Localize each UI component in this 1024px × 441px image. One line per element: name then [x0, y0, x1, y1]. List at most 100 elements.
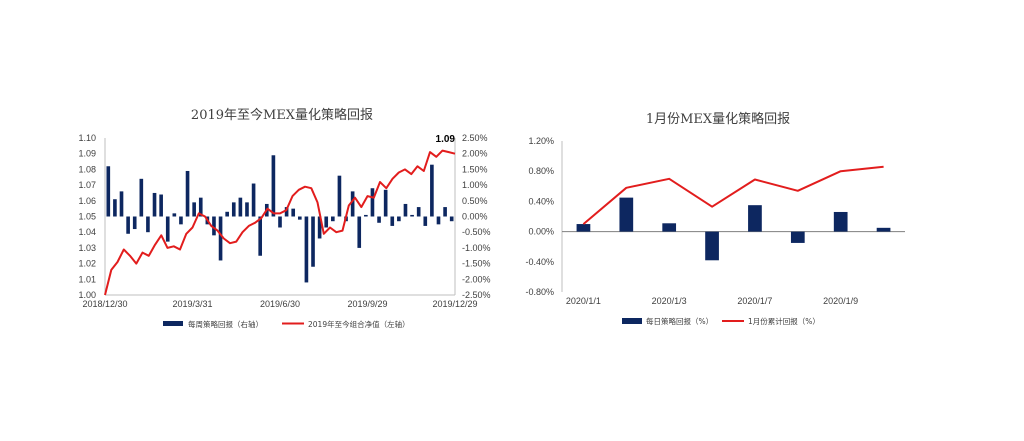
chart1-bar: [383, 189, 388, 217]
chart2-legend: 每日策略回报（%） 1月份累计回报（%）: [622, 316, 820, 326]
chart1-bar: [443, 207, 447, 217]
chart1-bar: [370, 188, 375, 217]
chart1-bar: [317, 216, 322, 239]
chart1-bar: [212, 216, 216, 236]
chart1-bar: [192, 202, 196, 217]
chart1-nav-line: [104, 149, 456, 296]
chart1-bar: [106, 166, 111, 217]
chart1-bar: [119, 191, 124, 217]
chart1-bar: [284, 207, 289, 217]
chart1-right-tick-label: -2.50%: [462, 290, 491, 300]
chart1-bar: [245, 202, 249, 217]
chart1-bar: [146, 216, 150, 233]
chart2-x-tick-label: 2020/1/3: [652, 296, 687, 306]
chart2-bar: [790, 231, 805, 243]
chart1-bar: [179, 216, 183, 225]
chart1-bar: [397, 216, 401, 222]
chart1-left-tick-label: 1.10: [78, 133, 96, 143]
chart2-title: 1月份MEX量化策略回报: [646, 111, 790, 127]
chart1-annotation: 1.09: [436, 134, 456, 145]
chart1-bar: [198, 197, 203, 217]
chart1-right-tick-label: 2.00%: [462, 149, 488, 159]
chart1-bar: [251, 183, 256, 217]
chart1-bar: [139, 178, 144, 217]
chart2-x-tick-label: 2020/1/7: [737, 296, 772, 306]
chart2-y-tick-label: 0.80%: [528, 166, 554, 176]
chart1-right-tick-label: 0.50%: [462, 196, 488, 206]
chart1-bar: [337, 175, 342, 217]
chart1-bar: [430, 164, 434, 217]
chart1-left-tick-label: 1.09: [78, 149, 96, 159]
chart1-bar: [152, 192, 157, 217]
chart1-x-tick-label: 2019/9/29: [347, 299, 387, 309]
chart1-left-tick-label: 1.00: [78, 290, 96, 300]
chart1-bar: [159, 194, 163, 217]
chart2-bar: [705, 231, 719, 261]
legend-label-nav: 2019年至今组合净值（左轴）: [308, 319, 410, 329]
chart1-bar: [278, 216, 282, 228]
legend-swatch-daily-return: [622, 318, 642, 324]
chart1-bar: [238, 197, 243, 217]
chart1-left-tick-label: 1.04: [78, 227, 96, 237]
chart1-bar: [449, 216, 454, 222]
chart1-bar: [297, 216, 302, 220]
chart2-cumulative-line: [582, 165, 884, 225]
chart1-bar: [258, 216, 263, 256]
chart1-bar: [126, 216, 130, 234]
chart2-bar: [662, 223, 677, 232]
chart2-y-tick-label: 0.00%: [528, 227, 554, 237]
chart1-bar: [218, 216, 223, 261]
chart1-left-tick-label: 1.05: [78, 212, 96, 222]
chart1-x-tick-label: 2018/12/30: [82, 299, 127, 309]
chart1-right-tick-label: -2.00%: [462, 274, 491, 284]
chart1-bar: [403, 203, 408, 217]
chart2-y-tick-label: -0.40%: [525, 257, 554, 267]
chart2-bar: [576, 224, 591, 232]
chart1-right-tick-label: 1.00%: [462, 180, 488, 190]
chart1-bar: [291, 208, 296, 217]
legend-label-weekly-return: 每周策略回报（右轴）: [188, 319, 263, 329]
legend-swatch-weekly-return: [163, 321, 183, 326]
chart1-x-tick-label: 2019/12/29: [432, 299, 477, 309]
chart1-bar: [311, 216, 315, 267]
legend-label-daily-return: 每日策略回报（%）: [646, 316, 713, 326]
chart1-right-tick-label: 1.50%: [462, 164, 488, 174]
chart1-bar: [185, 170, 190, 217]
chart1-bar: [436, 216, 441, 225]
chart1-right-tick-label: -1.00%: [462, 243, 491, 253]
chart1-bar: [416, 207, 421, 217]
chart2-x-tick-label: 2020/1/1: [566, 296, 601, 306]
chart1-bar: [172, 213, 177, 217]
chart1-right-tick-label: -0.50%: [462, 227, 491, 237]
chart1-legend: 每周策略回报（右轴） 2019年至今组合净值（左轴）: [163, 319, 410, 329]
chart1-right-tick-label: 2.50%: [462, 133, 488, 143]
chart2-x-tick-label: 2020/1/9: [823, 296, 858, 306]
chart1-bar: [423, 216, 428, 226]
chart1-plot: 1.00 1.01 1.02 1.03 1.04 1.05 1.06 1.07 1.08 1.09…: [78, 133, 490, 309]
chart2-bar: [619, 197, 634, 232]
chart1-bar: [304, 216, 309, 283]
chart1-left-tick-label: 1.07: [78, 180, 96, 190]
chart1-bar: [357, 216, 362, 248]
chart1-bar: [165, 216, 170, 242]
chart1-bar: [324, 216, 329, 228]
chart1-left-tick-label: 1.03: [78, 243, 96, 253]
chart1-bar: [132, 216, 137, 230]
chart1-bar: [225, 211, 229, 217]
chart1-left-tick-label: 1.06: [78, 196, 96, 206]
chart1-right-tick-label: 0.00%: [462, 212, 488, 222]
chart1-bar: [364, 214, 368, 217]
chart1-bar: [113, 199, 117, 217]
chart1-left-tick-label: 1.02: [78, 259, 96, 269]
chart1-bar: [377, 216, 381, 223]
chart2-plot: 1.20% 0.80% 0.40% 0.00% -0.40% -0.80% 2020/1/1…: [525, 136, 905, 306]
legend-label-cumulative: 1月份累计回报（%）: [748, 316, 820, 326]
chart1-bar: [331, 216, 335, 222]
chart1-title: 2019年至今MEX量化策略回报: [191, 107, 373, 123]
chart1-left-tick-label: 1.08: [78, 164, 96, 174]
chart1-bar: [271, 155, 276, 217]
chart2-y-tick-label: 1.20%: [528, 136, 554, 146]
chart1-bar: [390, 216, 395, 226]
